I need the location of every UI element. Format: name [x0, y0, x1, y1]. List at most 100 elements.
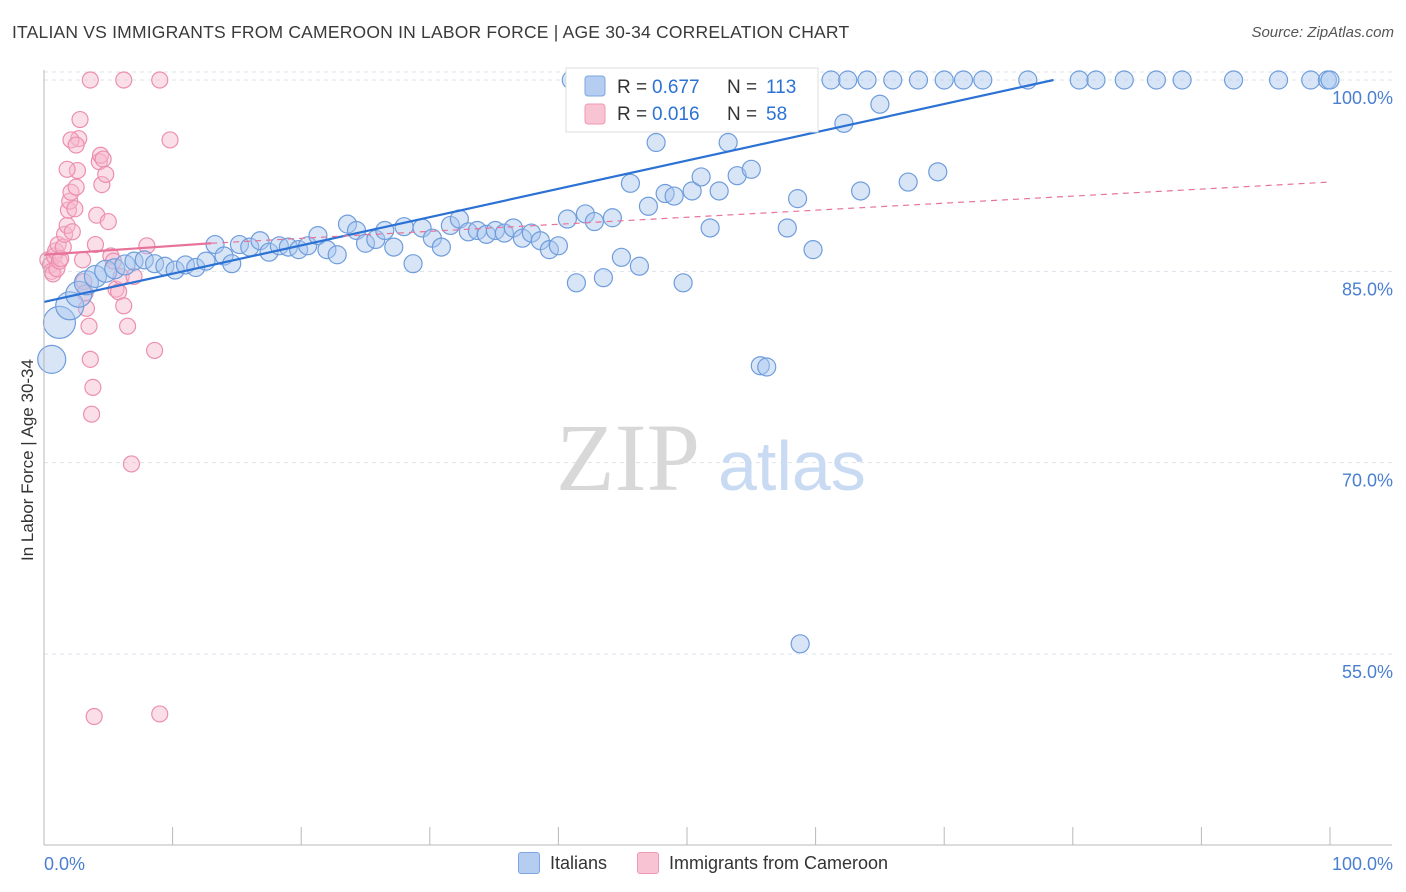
source-label: Source: ZipAtlas.com — [1251, 24, 1394, 41]
italian-point — [682, 181, 702, 201]
italian-point — [883, 70, 903, 90]
italian-point — [584, 211, 605, 232]
italian-point — [821, 70, 841, 90]
legend-n-value-2: 58 — [766, 104, 787, 125]
italian-point — [620, 173, 641, 193]
cameroon-point — [71, 110, 89, 129]
italian-point — [718, 132, 738, 153]
italian-point — [851, 181, 871, 201]
italian-point — [327, 245, 347, 265]
cameroon-point — [62, 183, 80, 201]
italian-point — [953, 70, 974, 90]
cameroon-point — [85, 707, 103, 726]
cameroon-point — [67, 178, 85, 196]
italians-trend-line — [43, 78, 1054, 304]
legend-swatch-italians — [517, 852, 540, 874]
italian-point — [403, 254, 423, 274]
italian-point — [757, 357, 777, 377]
italian-point — [593, 268, 614, 288]
cameroon-point — [115, 71, 133, 89]
italian-point — [741, 159, 761, 179]
italian-point — [691, 167, 711, 187]
cameroon-point — [80, 317, 98, 335]
italian-point — [646, 132, 666, 153]
italian-point — [42, 305, 77, 339]
italian-point — [898, 172, 918, 192]
cameroon-points — [39, 71, 179, 726]
cameroon-point — [122, 455, 141, 473]
italian-point — [973, 70, 993, 90]
cameroon-point — [94, 150, 112, 168]
legend-n-value-1: 113 — [766, 77, 796, 98]
cameroon-point — [81, 71, 99, 89]
legend-item-cameroon[interactable]: Immigrants from Cameroon — [636, 852, 889, 874]
y-tick-label: 100.0% — [1332, 88, 1393, 108]
y-tick-label: 70.0% — [1342, 471, 1393, 491]
legend-bottom: Italians Immigrants from Cameroon — [0, 852, 1406, 874]
cameroon-point — [93, 175, 111, 194]
cameroon-point — [73, 251, 92, 269]
italian-point — [803, 240, 823, 260]
cameroon-point — [63, 223, 81, 241]
italian-point — [709, 181, 729, 201]
cameroon-point — [118, 317, 137, 335]
cameroon-point — [151, 71, 169, 89]
legend-n-label-1: N = — [727, 77, 757, 98]
cameroon-point — [138, 237, 156, 255]
cameroon-point — [86, 235, 105, 254]
cameroon-point — [81, 350, 99, 368]
italian-point — [750, 356, 770, 376]
axes: 55.0% 70.0% 85.0% 100.0% 0.0% 100.0% — [43, 70, 1393, 874]
legend-top-box — [565, 67, 819, 133]
italian-point — [222, 254, 242, 274]
italian-point — [928, 162, 948, 182]
italian-point — [664, 186, 684, 206]
y-tick-label: 85.0% — [1342, 279, 1393, 299]
italian-point — [37, 344, 67, 374]
italian-point — [857, 70, 877, 90]
cameroon-point — [84, 378, 102, 397]
x-tick-label-min: 0.0% — [44, 854, 85, 874]
italian-point — [777, 218, 797, 238]
legend-item-italians[interactable]: Italians — [517, 852, 607, 874]
italian-point — [1268, 70, 1289, 90]
italian-point — [1301, 70, 1321, 90]
legend-top-swatch-cameroon — [584, 103, 606, 125]
italian-point — [934, 70, 954, 90]
italian-point — [114, 254, 136, 276]
watermark-atlas: atlas — [718, 427, 866, 505]
cameroon-point — [115, 297, 133, 315]
cameroon-point — [99, 212, 117, 231]
italian-point — [1146, 70, 1166, 90]
legend-swatch-cameroon — [636, 852, 659, 874]
italian-point — [790, 634, 810, 654]
italian-point — [566, 273, 587, 293]
italian-point — [1320, 70, 1340, 90]
italian-point — [602, 208, 623, 228]
italian-point — [375, 220, 395, 241]
cameroon-point — [67, 136, 85, 154]
cameroon-trend-extension — [211, 181, 1331, 244]
legend-r-label-1: R = — [617, 77, 647, 98]
legend-label-italians: Italians — [549, 852, 607, 873]
italian-point — [700, 218, 720, 238]
italian-point — [727, 166, 747, 186]
cameroon-point — [161, 131, 179, 149]
italian-point — [638, 196, 659, 216]
italian-point — [838, 70, 858, 90]
legend-r-value-2: 0.016 — [652, 104, 700, 125]
italian-point — [611, 247, 632, 267]
cameroon-point — [97, 165, 115, 183]
cameroon-point — [66, 200, 84, 218]
cameroon-point — [62, 131, 80, 149]
legend-label-cameroon: Immigrants from Cameroon — [668, 852, 889, 873]
grid-layer — [44, 71, 1392, 655]
italian-point — [1223, 70, 1244, 90]
cameroon-point — [59, 201, 78, 219]
italian-point — [870, 94, 890, 114]
italian-point — [384, 237, 404, 257]
legend-top: R = 0.677 N = 113 R = 0.016 N = 58 — [565, 67, 819, 133]
cameroon-point — [151, 705, 169, 723]
y-axis-label: In Labor Force | Age 30-34 — [18, 359, 37, 561]
